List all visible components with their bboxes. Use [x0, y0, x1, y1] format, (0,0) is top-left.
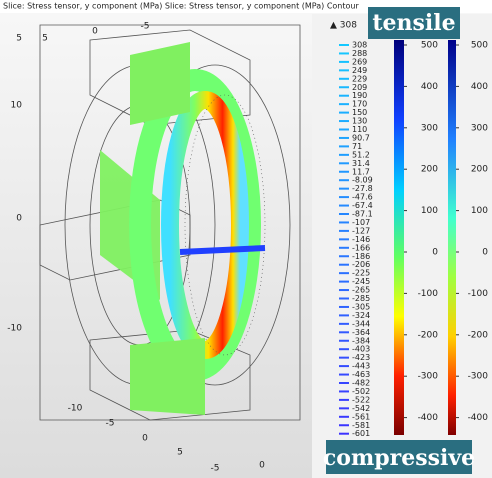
legend-level: 269 [352, 57, 367, 66]
tensile-label: tensile [372, 10, 455, 36]
legend-level: -561 [352, 412, 370, 421]
legend-level: -364 [352, 328, 370, 337]
legend-level: 110 [352, 125, 367, 134]
legend-level: -305 [352, 302, 370, 311]
colorbar-tick-label: 500 [471, 41, 488, 51]
colorbar-tick-label: -300 [468, 372, 489, 382]
colorbar-tick-label: -300 [418, 372, 439, 382]
legend-level: -107 [352, 218, 370, 227]
legend-level: -27.8 [352, 184, 373, 193]
colorbar-tick-label: -100 [468, 289, 489, 299]
colorbar-tick-label: -200 [418, 330, 439, 340]
legend-level: -581 [352, 421, 370, 430]
axis-tick-label: 0 [142, 434, 148, 444]
axis-tick-label: -5 [211, 464, 220, 474]
axis-tick-label: -10 [7, 324, 22, 334]
legend-level: 51.2 [352, 150, 370, 159]
legend-level: -87.1 [352, 210, 373, 219]
legend-max: ▲ 308 [330, 21, 357, 31]
axis-tick-label: 5 [42, 34, 48, 44]
legend-level: 249 [352, 66, 367, 75]
colorbar-tick-label: -100 [418, 289, 439, 299]
ring-contours [184, 94, 266, 356]
top-plate [130, 42, 190, 125]
legend-level: 130 [352, 117, 367, 126]
legend-level: -285 [352, 294, 370, 303]
legend-level: -522 [352, 395, 370, 404]
legend-level: -384 [352, 336, 370, 345]
colorbar-tick-label: 100 [421, 206, 438, 216]
legend-level: -601 [352, 429, 370, 438]
legend-level: -423 [352, 353, 370, 362]
legend-level: 150 [352, 108, 367, 117]
legend-level: -206 [352, 260, 370, 269]
colorbar-tick-label: 500 [421, 41, 438, 51]
legend-level: -67.4 [352, 201, 373, 210]
scene [39, 24, 301, 421]
colorbar-tick-label: -200 [468, 330, 489, 340]
legend-level: -146 [352, 235, 370, 244]
legend-level: -482 [352, 379, 370, 388]
legend-level: 170 [352, 100, 367, 109]
legend-level: -463 [352, 370, 370, 379]
legend-level: 209 [352, 83, 367, 92]
colorbar-tick-label: -400 [468, 413, 489, 423]
colorbar-tick-label: 400 [421, 82, 438, 92]
axis-tick-label: 0 [259, 461, 265, 471]
legend-level: -166 [352, 243, 370, 252]
legend-level: -127 [352, 226, 370, 235]
colorbar-tick-label: 400 [471, 82, 488, 92]
legend-level: 288 [352, 49, 367, 58]
legend-level: -8.09 [352, 176, 373, 185]
compressive-label: compressive [323, 445, 475, 471]
legend-level: 11.7 [352, 167, 370, 176]
legend-level: 31.4 [352, 159, 370, 168]
legend-level: -265 [352, 286, 370, 295]
bottom-plate [130, 338, 205, 415]
colorbar-tick-label: 300 [471, 123, 488, 133]
axis-tick-label: -5 [106, 419, 115, 429]
legend-level: -186 [352, 252, 370, 261]
legend-level: 229 [352, 74, 367, 83]
colorbar-tick-label: 200 [471, 165, 488, 175]
axis-tick-label: 0 [92, 27, 98, 37]
axis-tick-label: 5 [16, 34, 22, 44]
bounding-box [39, 24, 301, 421]
colorbar-tick-label: 0 [432, 248, 438, 258]
legend-level: -324 [352, 311, 370, 320]
legend-level: -502 [352, 387, 370, 396]
axis-tick-label: -10 [68, 404, 83, 414]
top-block [89, 29, 251, 126]
axis-tick-label: 5 [177, 448, 183, 458]
legend-level: 71 [352, 142, 362, 151]
axis-tick-label: -5 [141, 22, 150, 32]
legend-level: 90.7 [352, 133, 370, 142]
legend-level: -403 [352, 345, 370, 354]
legend-level: 190 [352, 91, 367, 100]
legend-level: -443 [352, 362, 370, 371]
colorbar [448, 40, 456, 435]
axis-tick-label: 10 [11, 101, 23, 111]
legend-level: -225 [352, 269, 370, 278]
legend-level: -47.6 [352, 193, 373, 202]
colorbar-tick-label: 100 [471, 206, 488, 216]
colorbar-tick-label: 300 [421, 123, 438, 133]
legend-level: -542 [352, 404, 370, 413]
slice-line [179, 245, 266, 255]
colorbar [394, 40, 404, 435]
legend-level: -245 [352, 277, 370, 286]
plot-header: Slice: Stress tensor, y component (MPa) … [3, 2, 359, 11]
tensile-box [368, 7, 460, 39]
colorbar-tick-label: 200 [421, 165, 438, 175]
colorbar-tick-label: -400 [418, 413, 439, 423]
axis-tick-label: 0 [16, 214, 22, 224]
compressive-box [326, 440, 472, 474]
legend-level: -344 [352, 319, 370, 328]
legend-level: 308 [352, 41, 367, 50]
colorbar-tick-label: 0 [482, 248, 488, 258]
